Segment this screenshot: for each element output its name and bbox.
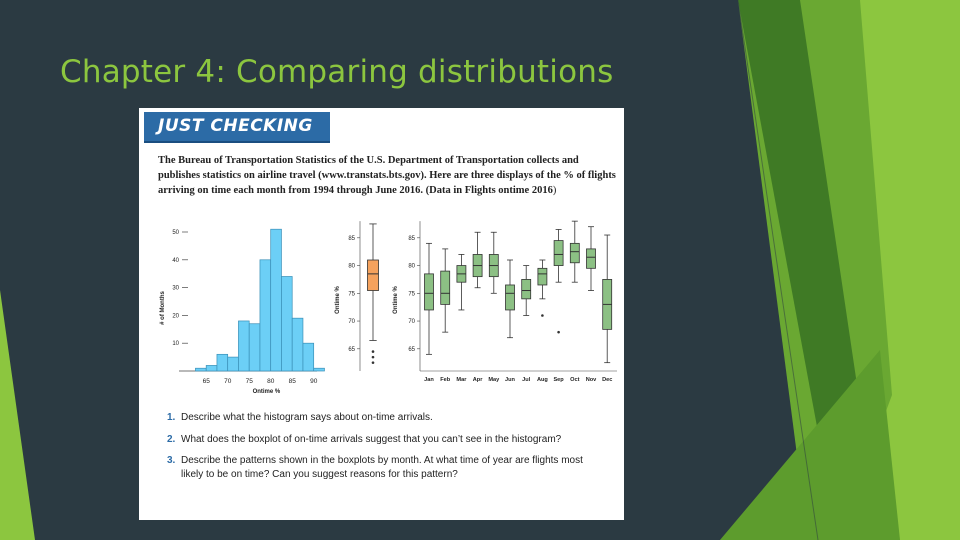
histogram-y-tick-label: 30 — [172, 286, 179, 292]
question-item-2: 2. What does the boxplot of on-time arri… — [167, 433, 607, 447]
histogram-x-tick-label: 80 — [267, 378, 275, 385]
monthly-boxplot-y-tick-label: 75 — [408, 291, 415, 297]
monthly-boxplot-x-tick-label: Feb — [440, 377, 451, 383]
banner-label: JUST CHECKING — [158, 116, 313, 136]
question-number: 1. — [167, 412, 176, 423]
overall-boxplot-outlier — [371, 355, 375, 359]
question-text: What does the boxplot of on-time arrival… — [181, 433, 562, 445]
question-number: 3. — [167, 455, 176, 466]
question-text: Describe the patterns shown in the boxpl… — [181, 455, 583, 480]
overall-boxplot-y-axis-label: Ontime % — [335, 286, 341, 314]
histogram-bar — [195, 367, 207, 372]
histogram-x-tick-label: 70 — [224, 378, 232, 385]
intro-file-name: Flights ontime 2016 — [464, 185, 553, 196]
histogram-bar — [302, 342, 315, 372]
overall-boxplot-y-tick-label: 75 — [348, 291, 355, 297]
histogram-x-axis-label: Ontime % — [253, 389, 281, 395]
histogram-y-tick-label: 50 — [172, 230, 179, 236]
histogram-x-tick-label: 75 — [246, 378, 254, 385]
monthly-boxplot-outlier — [557, 330, 560, 334]
histogram-bar — [313, 367, 325, 372]
just-checking-banner: JUST CHECKING — [144, 112, 330, 143]
monthly-boxplot-y-tick-label: 85 — [408, 236, 415, 242]
histogram-y-tick-label: 40 — [172, 258, 179, 264]
monthly-boxplot-x-tick-label: Apr — [473, 377, 483, 383]
slide-title: Chapter 4: Comparing distributions — [60, 54, 614, 90]
intro-lead: The Bureau of Transportation Statistics … — [158, 155, 616, 196]
green-facet-bottom — [720, 350, 900, 540]
overall-boxplot-y-tick-label: 80 — [348, 264, 355, 270]
plots-area: 65 70 75 80 85 90 10 20 30 40 50 Ontime % # of Month… — [160, 220, 617, 395]
histogram-bar — [205, 365, 218, 372]
overall-boxplot-y-tick-label: 70 — [348, 319, 355, 325]
textbook-figure: JUST CHECKING The Bureau of Transportati… — [139, 108, 624, 520]
monthly-boxplot-x-tick-label: Sep — [553, 377, 564, 383]
histogram-bar — [248, 323, 261, 372]
monthly-boxplot-box — [553, 240, 564, 266]
histogram-y-tick-label: 20 — [172, 313, 179, 319]
monthly-boxplot-y-tick-label: 80 — [408, 264, 415, 270]
histogram-x-tick-label: 85 — [289, 378, 297, 385]
histogram-bar — [259, 259, 272, 372]
histogram-x-tick-label: 65 — [203, 378, 211, 385]
monthly-boxplot-box — [537, 267, 548, 286]
boxplot-overall-chart: 65 70 75 80 85 Ontime % — [335, 221, 379, 371]
histogram-bar — [291, 317, 304, 372]
histogram-bar — [238, 320, 250, 372]
overall-boxplot-outlier — [371, 350, 375, 353]
histogram-y-axis-label: # of Months — [160, 291, 166, 325]
monthly-boxplot-x-tick-label: Aug — [537, 377, 548, 383]
overall-boxplot-y-tick-label: 65 — [348, 347, 355, 353]
monthly-boxplot-x-tick-label: Nov — [586, 377, 597, 383]
histogram-bar — [216, 353, 229, 372]
overall-boxplot-box — [367, 259, 379, 291]
intro-paragraph: The Bureau of Transportation Statistics … — [158, 153, 618, 198]
question-list: 1. Describe what the histogram says abou… — [167, 411, 607, 489]
histogram-bar — [227, 356, 239, 372]
question-text: Describe what the histogram says about o… — [181, 412, 433, 423]
monthly-boxplot-x-tick-label: Jan — [424, 377, 434, 383]
histogram-bar — [270, 228, 282, 372]
facet-line — [737, 0, 819, 540]
monthly-boxplot-x-tick-label: Jun — [505, 377, 516, 383]
question-item-1: 1. Describe what the histogram says abou… — [167, 411, 607, 425]
monthly-boxplot-x-tick-label: May — [488, 377, 500, 383]
question-item-3: 3. Describe the patterns shown in the bo… — [167, 454, 607, 481]
overall-boxplot-y-tick-label: 85 — [348, 236, 355, 242]
histogram-x-tick-label: 90 — [310, 378, 318, 385]
monthly-boxplot-x-tick-label: Mar — [456, 377, 467, 383]
monthly-boxplot-box — [424, 273, 434, 311]
monthly-boxplot-x-tick-label: Jul — [522, 377, 531, 383]
question-number: 2. — [167, 433, 176, 445]
monthly-boxplot-outlier — [541, 314, 544, 317]
monthly-boxplot-y-tick-label: 70 — [408, 319, 415, 325]
monthly-boxplot-box — [505, 284, 515, 311]
histogram-bar — [281, 276, 293, 372]
histogram-y-tick-label: 10 — [172, 341, 179, 347]
histogram-chart: 65 70 75 80 85 90 10 20 30 40 50 Ontime % # of Month… — [160, 228, 325, 395]
monthly-boxplot-x-tick-label: Oct — [570, 377, 579, 383]
monthly-boxplot-x-tick-label: Dec — [602, 377, 612, 383]
monthly-boxplot-y-axis-label: Ontime % — [393, 286, 399, 314]
monthly-boxplot-box — [440, 270, 451, 305]
boxplot-monthly-chart: 65 70 75 80 85 Ontime % Jan Feb Mar Apr May Jun Jul A… — [393, 220, 617, 383]
intro-tail: ) — [552, 185, 557, 196]
monthly-boxplot-box — [521, 279, 532, 300]
monthly-boxplot-box — [586, 248, 596, 269]
green-facet-left — [0, 290, 35, 540]
monthly-boxplot-y-tick-label: 65 — [408, 347, 415, 353]
monthly-boxplot-box — [569, 242, 580, 264]
overall-boxplot-outlier — [371, 361, 375, 364]
